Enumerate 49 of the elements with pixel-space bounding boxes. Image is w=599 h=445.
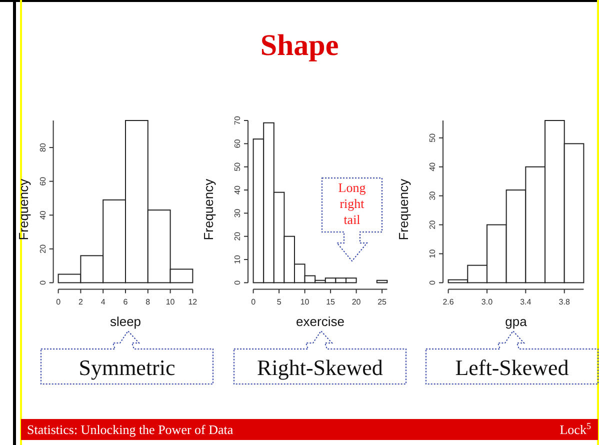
x-tick-label: 5 [276,297,282,306]
x-tick-label: 0 [56,297,62,306]
y-tick-label: 60 [233,138,242,148]
y-tick-label: 50 [233,162,242,172]
x-tick-label: 6 [123,297,128,306]
y-tick-label: 20 [233,231,242,241]
x-tick-label: 0 [251,297,256,306]
y-tick-label: 30 [428,190,437,200]
y-tick-label: 20 [428,220,437,230]
x-tick-label: 10 [300,297,310,306]
y-tick-label: 40 [428,162,437,172]
x-tick-label: 2 [78,297,84,306]
x-tick-label: 25 [378,297,388,306]
y-tick-label: 40 [38,210,48,220]
y-tick-label: 40 [233,185,242,194]
y-tick-label: 80 [38,142,48,152]
y-tick-label: 0 [38,280,48,285]
text: Left-Skewed [455,355,569,380]
y-axis-title: Frequency [16,178,31,240]
x-tick-label: 4 [100,297,106,306]
text: Symmetric [78,355,176,380]
y-tick-label: 10 [428,248,437,258]
annotation: Long right tail [338,180,366,227]
text: Lock$^{5}$ [560,421,592,437]
y-tick-label: 30 [233,208,242,218]
y-tick-label: 10 [233,254,242,264]
x-axis-title: exercise [296,314,344,329]
x-tick-label: 15 [326,297,336,306]
x-tick-label: 3.8 [558,297,570,306]
x-tick-label: 3.4 [520,297,532,306]
text: Statistics: Unlocking the Power of Data [27,422,234,437]
x-axis-title: sleep [110,314,142,329]
x-tick-label: 2.6 [442,297,454,306]
text: Right-Skewed [257,355,383,380]
y-tick-label: 0 [233,280,242,285]
x-tick-label: 10 [166,297,176,306]
y-axis-title: Frequency [396,178,411,240]
x-tick-label: 8 [146,297,151,306]
x-tick-label: 12 [188,297,198,306]
x-tick-label: 3.0 [481,297,494,306]
x-axis-title: gpa [505,314,528,329]
y-tick-label: 50 [428,132,437,142]
y-tick-label: 20 [38,244,48,254]
y-tick-label: 0 [428,280,437,285]
chart-title: Shape [260,29,339,62]
y-tick-label: 70 [233,116,242,125]
x-tick-label: 20 [352,297,362,306]
y-tick-label: 60 [38,176,48,186]
y-axis-title: Frequency [201,178,216,240]
